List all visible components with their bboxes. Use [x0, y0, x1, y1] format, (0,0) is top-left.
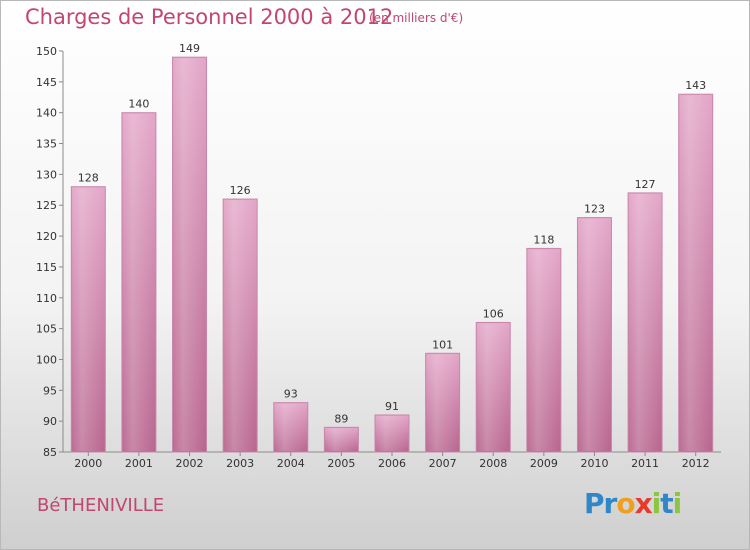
- x-tick-label: 2000: [74, 457, 102, 470]
- logo-letter: r: [603, 487, 618, 520]
- value-label: 140: [128, 98, 149, 111]
- bar-highlight: [426, 354, 459, 451]
- y-tick-label: 100: [36, 353, 57, 366]
- bar-highlight: [477, 323, 510, 451]
- y-tick-label: 115: [36, 261, 57, 274]
- x-tick-label: 2005: [327, 457, 355, 470]
- x-tick-label: 2012: [682, 457, 710, 470]
- bar-chart: 859095100105110115120125130135140145150 …: [36, 42, 721, 470]
- x-tick-label: 2007: [429, 457, 457, 470]
- x-axis: 2000 2001 2002 2003 2004 2005 2006 2007 2008 2009…: [63, 451, 721, 470]
- value-label: 89: [334, 412, 348, 425]
- value-labels: 128 140 149 126 93 89 91 101 106 118 123 127 143: [78, 42, 706, 425]
- x-tick-label: 2010: [580, 457, 608, 470]
- y-tick-label: 145: [36, 76, 57, 89]
- logo-letter: o: [616, 487, 635, 520]
- value-label: 101: [432, 338, 453, 351]
- value-label: 118: [533, 233, 554, 246]
- y-tick-label: 150: [36, 45, 57, 58]
- logo-letter: t: [660, 487, 673, 520]
- y-tick-label: 95: [43, 384, 57, 397]
- y-tick-label: 105: [36, 323, 57, 336]
- bar-highlight: [679, 95, 712, 451]
- logo-letter: P: [584, 487, 605, 520]
- y-tick-label: 110: [36, 292, 57, 305]
- chart-title: Charges de Personnel 2000 à 2012: [25, 5, 394, 29]
- value-label: 127: [635, 178, 656, 191]
- x-tick-label: 2008: [479, 457, 507, 470]
- x-tick-label: 2011: [631, 457, 659, 470]
- x-tick-label: 2002: [176, 457, 204, 470]
- y-tick-label: 125: [36, 199, 57, 212]
- bar-highlight: [527, 249, 560, 451]
- logo-letter: i: [672, 487, 683, 520]
- value-label: 93: [284, 388, 298, 401]
- y-tick-label: 90: [43, 415, 57, 428]
- y-tick-label: 85: [43, 446, 57, 459]
- bar-highlight: [224, 200, 257, 451]
- logo-letter: x: [634, 487, 653, 520]
- chart-subtitle: (en milliers d'€): [369, 11, 464, 25]
- y-tick-label: 120: [36, 230, 57, 243]
- y-axis: 85 90 95 100 105 110 115 120 125 130 135 140 145 150: [36, 45, 64, 459]
- value-label: 91: [385, 400, 399, 413]
- y-tick-label: 130: [36, 168, 57, 181]
- bar-highlight: [274, 403, 307, 451]
- commune-name: BéTHENIVILLE: [37, 495, 165, 516]
- x-tick-label: 2004: [277, 457, 305, 470]
- bar-highlight: [578, 218, 611, 451]
- bar-highlight: [122, 113, 155, 451]
- bar-highlight: [173, 58, 206, 452]
- bar-highlight: [72, 187, 105, 451]
- logo-letter: i: [651, 487, 662, 520]
- bars: [70, 56, 714, 453]
- bar-highlight: [629, 193, 662, 451]
- value-label: 149: [179, 42, 200, 55]
- bar-highlight: [376, 415, 408, 451]
- value-label: 126: [230, 184, 251, 197]
- x-tick-label: 2006: [378, 457, 406, 470]
- x-tick-label: 2003: [226, 457, 254, 470]
- y-tick-label: 140: [36, 107, 57, 120]
- value-label: 143: [685, 79, 706, 92]
- bar-highlight: [325, 428, 358, 451]
- x-tick-label: 2009: [530, 457, 558, 470]
- value-label: 128: [78, 172, 99, 185]
- y-tick-label: 135: [36, 138, 57, 151]
- value-label: 106: [483, 307, 504, 320]
- proxiti-logo[interactable]: Proxiti: [584, 487, 683, 520]
- x-tick-label: 2001: [125, 457, 153, 470]
- value-label: 123: [584, 203, 605, 216]
